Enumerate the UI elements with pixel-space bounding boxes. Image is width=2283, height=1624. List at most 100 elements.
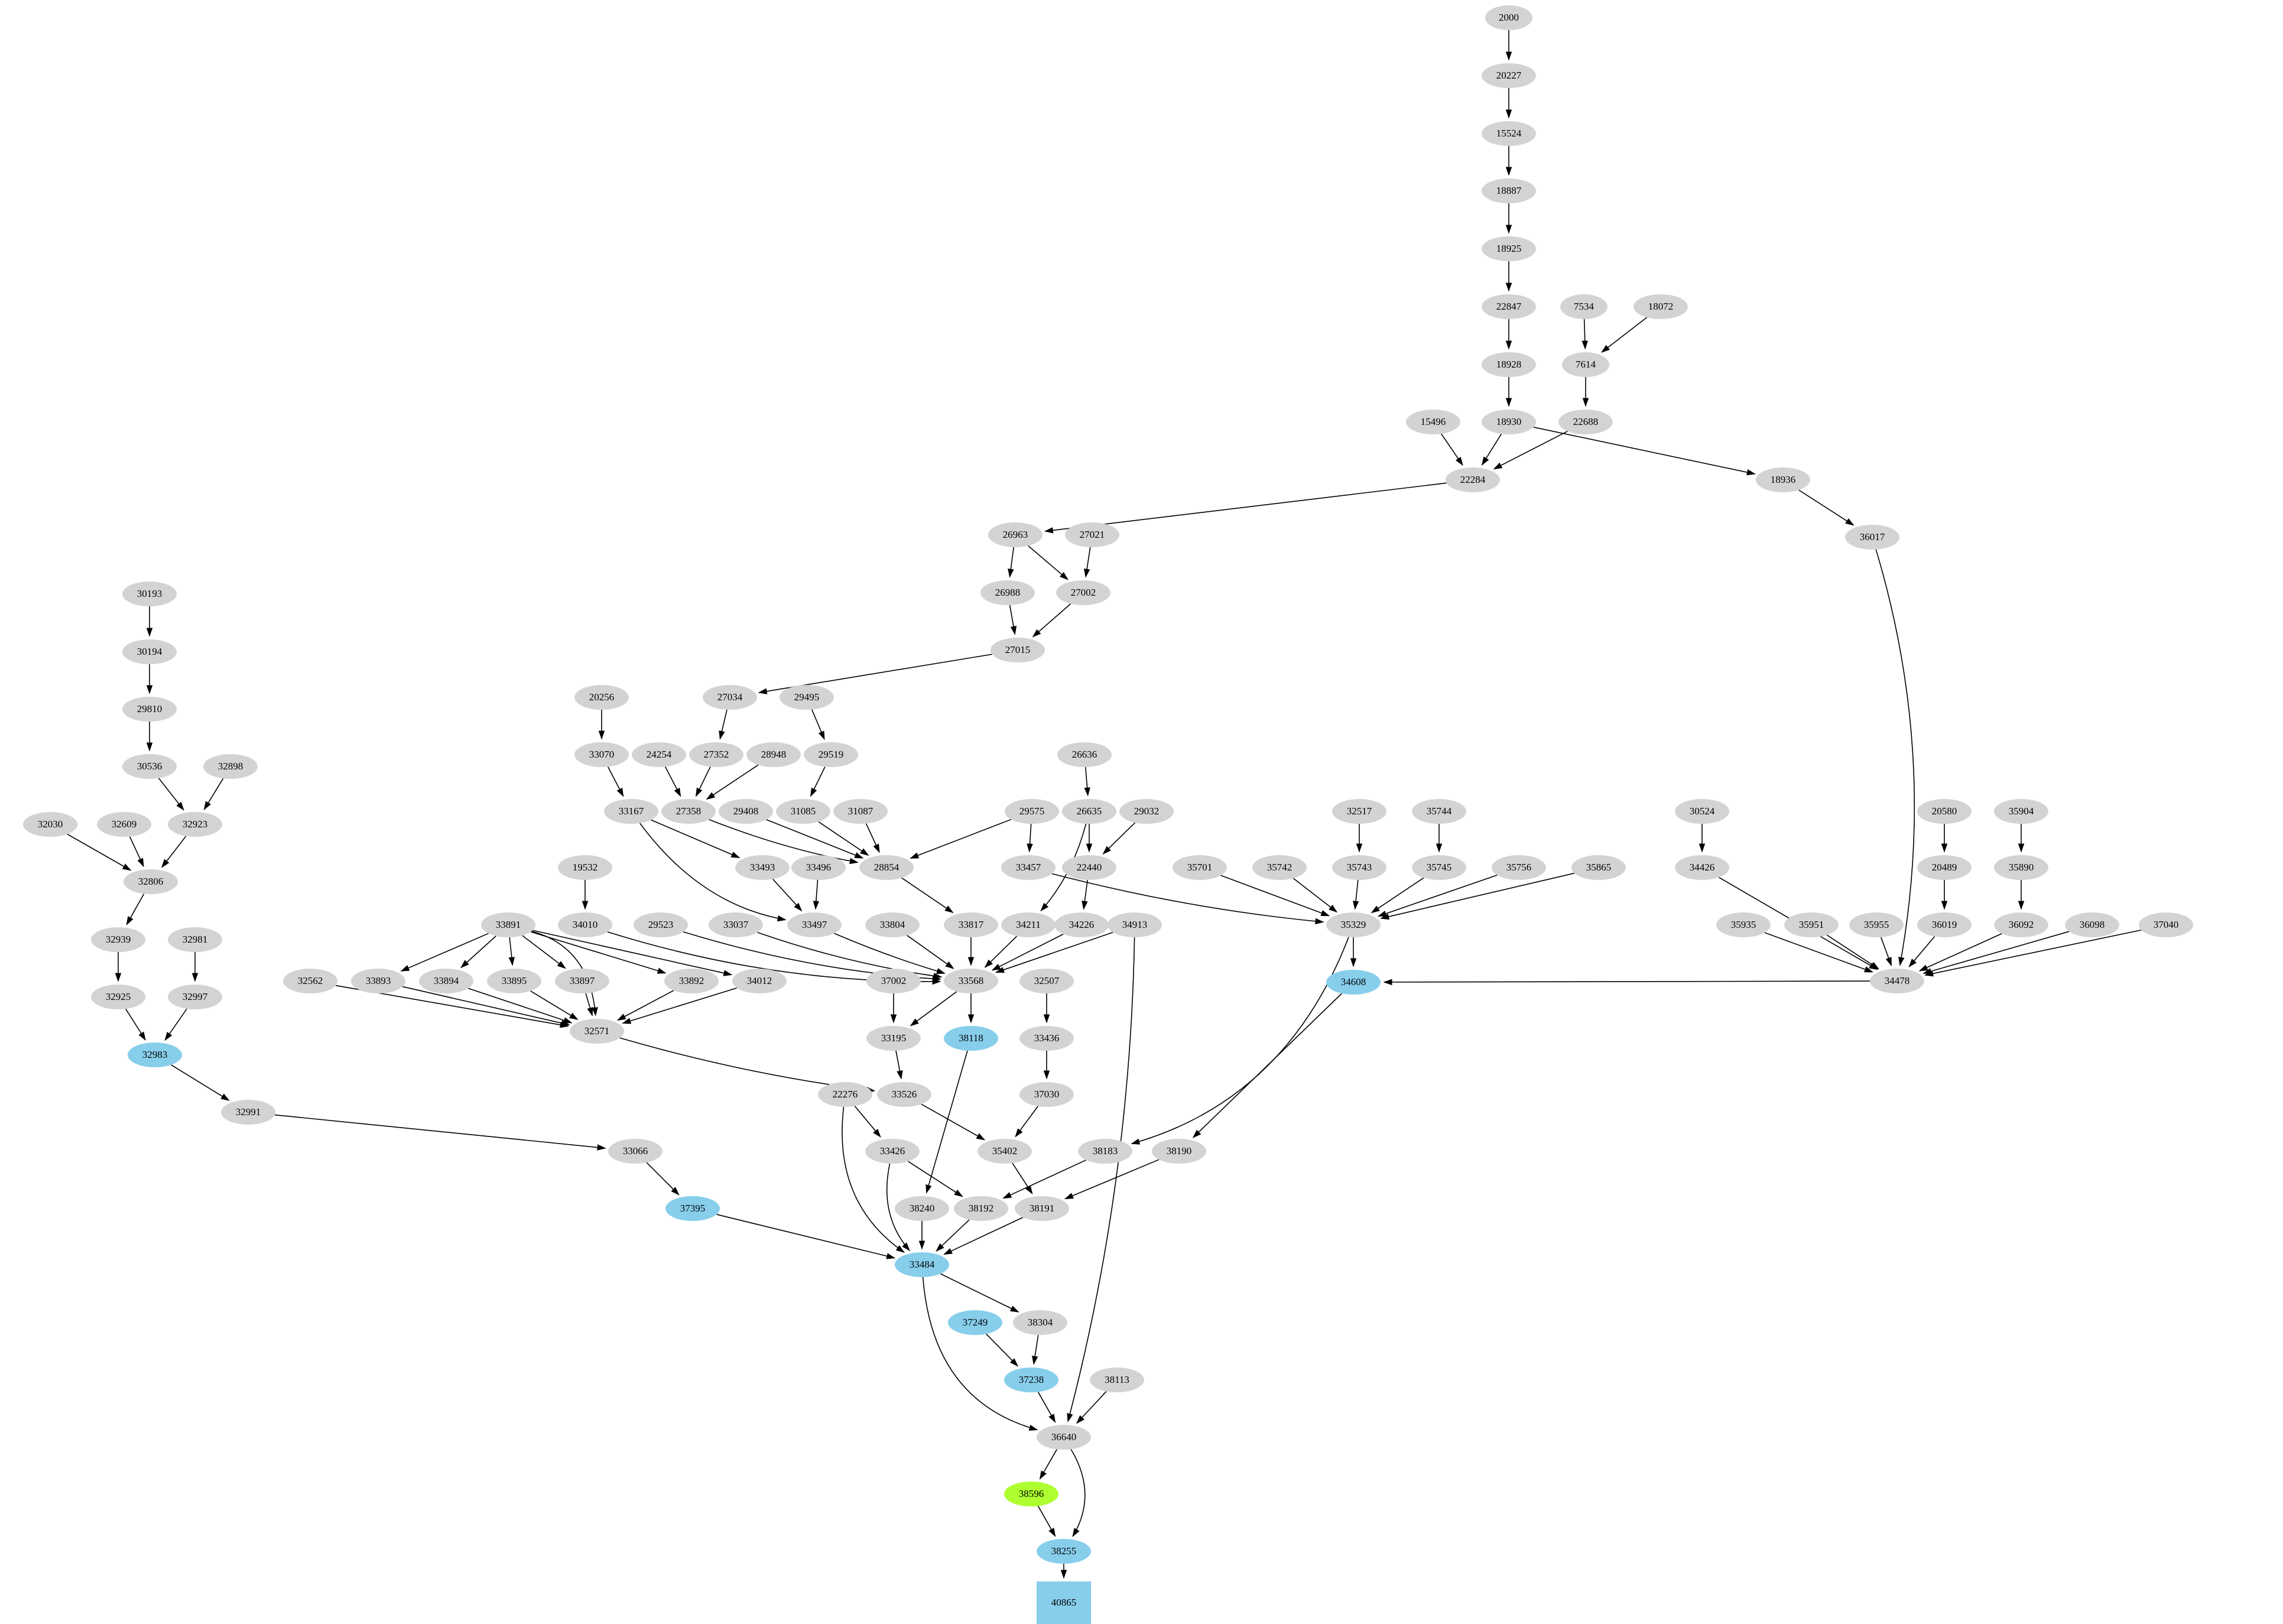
graph-node-22688[interactable]: 22688 [1558, 410, 1613, 434]
graph-node-35890[interactable]: 35890 [1994, 855, 2048, 880]
graph-node-38118[interactable]: 38118 [944, 1026, 998, 1051]
graph-node-26988[interactable]: 26988 [980, 580, 1035, 605]
graph-node-30194[interactable]: 30194 [122, 639, 177, 664]
graph-node-33457[interactable]: 33457 [1001, 855, 1056, 880]
graph-node-33893[interactable]: 33893 [351, 969, 405, 993]
graph-node-33804[interactable]: 33804 [865, 912, 920, 937]
graph-node-20227[interactable]: 20227 [1482, 63, 1536, 88]
graph-node-32898[interactable]: 32898 [203, 754, 258, 779]
graph-node-20489[interactable]: 20489 [1917, 855, 1972, 880]
graph-node-31087[interactable]: 31087 [833, 799, 888, 824]
graph-node-22440[interactable]: 22440 [1062, 855, 1116, 880]
graph-node-37395[interactable]: 37395 [665, 1196, 720, 1221]
graph-node-35865[interactable]: 35865 [1571, 855, 1626, 880]
graph-node-34913[interactable]: 34913 [1108, 912, 1162, 937]
graph-node-19532[interactable]: 19532 [558, 855, 612, 880]
graph-node-30536[interactable]: 30536 [122, 754, 177, 779]
graph-node-37238[interactable]: 37238 [1004, 1368, 1058, 1392]
graph-node-22276[interactable]: 22276 [818, 1082, 872, 1107]
graph-node-27021[interactable]: 27021 [1065, 522, 1119, 547]
graph-node-33891[interactable]: 33891 [481, 912, 535, 937]
graph-node-35742[interactable]: 35742 [1252, 855, 1307, 880]
graph-node-27002[interactable]: 27002 [1056, 580, 1110, 605]
graph-node-33817[interactable]: 33817 [944, 912, 998, 937]
graph-node-40865[interactable]: 40865 [1037, 1581, 1091, 1624]
graph-node-18887[interactable]: 18887 [1482, 178, 1536, 203]
graph-node-36098[interactable]: 36098 [2065, 912, 2119, 937]
graph-node-37002[interactable]: 37002 [866, 969, 921, 993]
graph-node-27352[interactable]: 27352 [689, 742, 743, 767]
graph-node-27358[interactable]: 27358 [661, 799, 716, 824]
graph-node-38240[interactable]: 38240 [895, 1196, 949, 1221]
graph-node-33894[interactable]: 33894 [419, 969, 473, 993]
graph-node-35955[interactable]: 35955 [1849, 912, 1904, 937]
graph-node-33484[interactable]: 33484 [895, 1252, 949, 1277]
graph-node-33897[interactable]: 33897 [555, 969, 609, 993]
graph-node-27034[interactable]: 27034 [703, 685, 757, 710]
graph-node-33497[interactable]: 33497 [787, 912, 842, 937]
graph-node-32939[interactable]: 32939 [91, 927, 145, 952]
graph-node-32925[interactable]: 32925 [91, 985, 145, 1009]
graph-node-26636[interactable]: 26636 [1057, 742, 1112, 767]
graph-node-33426[interactable]: 33426 [865, 1139, 920, 1164]
graph-node-26963[interactable]: 26963 [988, 522, 1043, 547]
graph-node-22284[interactable]: 22284 [1446, 467, 1500, 492]
graph-node-29032[interactable]: 29032 [1119, 799, 1174, 824]
graph-node-33070[interactable]: 33070 [574, 742, 629, 767]
graph-node-7614[interactable]: 7614 [1562, 352, 1609, 377]
graph-node-27015[interactable]: 27015 [991, 638, 1045, 662]
graph-node-20256[interactable]: 20256 [574, 685, 629, 710]
graph-node-18925[interactable]: 18925 [1482, 236, 1536, 261]
graph-node-34226[interactable]: 34226 [1054, 912, 1109, 937]
graph-node-34426[interactable]: 34426 [1675, 855, 1729, 880]
graph-node-26635[interactable]: 26635 [1062, 799, 1116, 824]
graph-node-30524[interactable]: 30524 [1675, 799, 1729, 824]
graph-node-32997[interactable]: 32997 [168, 985, 222, 1009]
graph-node-7534[interactable]: 7534 [1560, 294, 1607, 319]
graph-node-32517[interactable]: 32517 [1332, 799, 1386, 824]
graph-node-15496[interactable]: 15496 [1406, 410, 1460, 434]
graph-node-33568[interactable]: 33568 [944, 969, 998, 993]
graph-node-37249[interactable]: 37249 [948, 1310, 1002, 1335]
graph-node-35904[interactable]: 35904 [1994, 799, 2048, 824]
graph-node-38596[interactable]: 38596 [1004, 1482, 1058, 1506]
graph-node-32923[interactable]: 32923 [168, 812, 222, 837]
graph-node-33895[interactable]: 33895 [487, 969, 541, 993]
graph-node-35329[interactable]: 35329 [1326, 912, 1381, 937]
graph-node-32030[interactable]: 32030 [23, 812, 77, 837]
graph-node-33493[interactable]: 33493 [735, 855, 790, 880]
graph-node-35402[interactable]: 35402 [977, 1139, 1032, 1164]
graph-node-20580[interactable]: 20580 [1917, 799, 1972, 824]
graph-node-29495[interactable]: 29495 [780, 685, 834, 710]
graph-node-33167[interactable]: 33167 [604, 799, 658, 824]
graph-node-29408[interactable]: 29408 [719, 799, 773, 824]
graph-node-29575[interactable]: 29575 [1005, 799, 1059, 824]
graph-node-35951[interactable]: 35951 [1784, 912, 1839, 937]
graph-node-29519[interactable]: 29519 [804, 742, 858, 767]
graph-node-18930[interactable]: 18930 [1482, 410, 1536, 434]
graph-node-32991[interactable]: 32991 [221, 1100, 275, 1125]
graph-node-32507[interactable]: 32507 [1019, 969, 1074, 993]
graph-node-32806[interactable]: 32806 [124, 869, 178, 894]
graph-node-33195[interactable]: 33195 [866, 1026, 921, 1051]
graph-node-35701[interactable]: 35701 [1173, 855, 1227, 880]
graph-node-38304[interactable]: 38304 [1013, 1310, 1067, 1335]
graph-node-34478[interactable]: 34478 [1870, 969, 1924, 993]
graph-node-35935[interactable]: 35935 [1716, 912, 1771, 937]
graph-node-38191[interactable]: 38191 [1015, 1196, 1069, 1221]
graph-node-34211[interactable]: 34211 [1001, 912, 1056, 937]
graph-node-35744[interactable]: 35744 [1412, 799, 1466, 824]
graph-node-30193[interactable]: 30193 [122, 582, 177, 606]
graph-node-32609[interactable]: 32609 [97, 812, 151, 837]
graph-node-33066[interactable]: 33066 [608, 1139, 663, 1164]
graph-node-36092[interactable]: 36092 [1994, 912, 2048, 937]
graph-node-37030[interactable]: 37030 [1019, 1082, 1074, 1107]
graph-node-29523[interactable]: 29523 [634, 912, 688, 937]
graph-node-35743[interactable]: 35743 [1332, 855, 1386, 880]
graph-node-35745[interactable]: 35745 [1412, 855, 1466, 880]
graph-node-33436[interactable]: 33436 [1019, 1026, 1074, 1051]
graph-node-38183[interactable]: 38183 [1078, 1139, 1132, 1164]
graph-node-32562[interactable]: 32562 [283, 969, 337, 993]
graph-node-34010[interactable]: 34010 [558, 912, 612, 937]
graph-node-38255[interactable]: 38255 [1037, 1539, 1091, 1564]
